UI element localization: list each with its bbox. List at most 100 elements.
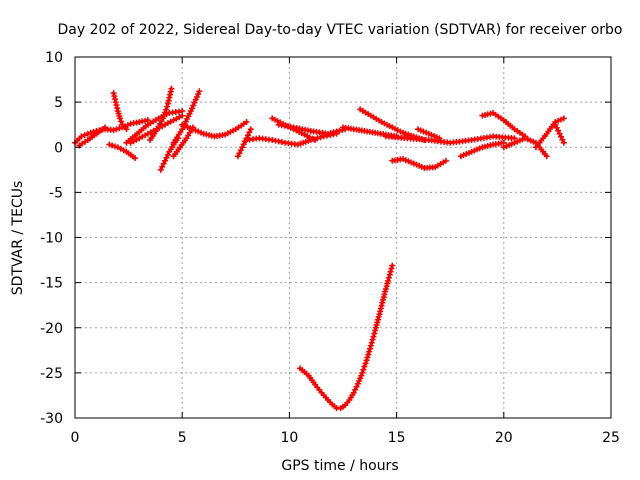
series-t24 bbox=[532, 115, 567, 151]
series-t21 bbox=[457, 139, 507, 160]
data-point bbox=[552, 121, 559, 128]
data-point bbox=[84, 130, 91, 137]
data-point bbox=[81, 132, 88, 139]
series-t15 bbox=[269, 115, 319, 144]
axis-ticks: 0 5 10 15 20 25 -30 -25 -20 -15 -10 -5 0 5 10 bbox=[40, 50, 620, 446]
y-tick-label: -15 bbox=[40, 276, 63, 292]
data-point bbox=[163, 106, 170, 113]
data-point bbox=[336, 127, 343, 134]
series-t26 bbox=[297, 262, 396, 412]
data-point bbox=[367, 342, 374, 349]
data-point bbox=[236, 150, 243, 157]
series-t4 bbox=[106, 141, 139, 162]
x-tick-label: 5 bbox=[178, 430, 187, 446]
data-point bbox=[385, 277, 392, 284]
data-point bbox=[162, 157, 169, 164]
data-point bbox=[117, 115, 124, 122]
x-tick-label: 20 bbox=[495, 430, 513, 446]
y-axis-label: SDTVAR / TECUs bbox=[10, 181, 26, 296]
data-point bbox=[112, 143, 119, 150]
data-point bbox=[368, 339, 375, 346]
data-point bbox=[157, 166, 164, 173]
data-point bbox=[367, 345, 374, 352]
chart-title: Day 202 of 2022, Sidereal Day-to-day VTE… bbox=[58, 22, 623, 38]
data-point bbox=[159, 163, 166, 170]
data-point bbox=[543, 153, 550, 160]
data-point bbox=[353, 383, 360, 390]
series-t25 bbox=[552, 121, 567, 146]
data-series bbox=[72, 85, 567, 412]
y-tick-label: -20 bbox=[40, 321, 63, 337]
data-point bbox=[363, 357, 370, 364]
data-point bbox=[191, 99, 198, 106]
series-t18 bbox=[382, 133, 518, 146]
data-point bbox=[168, 85, 175, 92]
data-point bbox=[359, 369, 366, 376]
data-point bbox=[109, 142, 116, 149]
data-point bbox=[557, 133, 564, 140]
data-point bbox=[555, 127, 562, 134]
data-point bbox=[243, 118, 250, 125]
x-tick-label: 15 bbox=[388, 430, 406, 446]
data-point bbox=[369, 336, 376, 343]
series-t7 bbox=[127, 112, 186, 146]
data-point bbox=[360, 366, 367, 373]
data-point bbox=[333, 128, 340, 135]
data-point bbox=[179, 112, 186, 119]
series-t2 bbox=[76, 124, 109, 149]
data-point bbox=[239, 144, 246, 151]
data-point bbox=[366, 348, 373, 355]
series-t23 bbox=[500, 135, 550, 160]
data-point bbox=[247, 126, 254, 133]
data-point bbox=[237, 147, 244, 154]
data-point bbox=[370, 333, 377, 340]
data-point bbox=[324, 130, 331, 137]
data-point bbox=[195, 91, 202, 98]
data-point bbox=[87, 129, 94, 136]
y-tick-label: -25 bbox=[40, 366, 63, 382]
data-point bbox=[559, 136, 566, 143]
data-point bbox=[164, 151, 171, 158]
data-point bbox=[193, 93, 200, 100]
data-point bbox=[113, 126, 120, 133]
series-t20 bbox=[415, 126, 443, 142]
data-point bbox=[118, 118, 125, 125]
data-point bbox=[102, 124, 109, 131]
data-point bbox=[78, 133, 85, 140]
data-point bbox=[123, 126, 130, 133]
data-point bbox=[553, 124, 560, 131]
data-point bbox=[556, 130, 563, 137]
data-point bbox=[190, 102, 197, 109]
series-line bbox=[298, 263, 394, 410]
x-tick-label: 25 bbox=[602, 430, 620, 446]
data-point bbox=[159, 115, 166, 122]
series-t10 bbox=[170, 124, 196, 160]
data-point bbox=[362, 360, 369, 367]
series-t22 bbox=[479, 109, 529, 140]
data-point bbox=[246, 129, 253, 136]
series-t3 bbox=[110, 90, 130, 133]
data-point bbox=[387, 268, 394, 275]
data-point bbox=[327, 129, 334, 136]
y-tick-label: 0 bbox=[54, 140, 63, 156]
data-point bbox=[442, 157, 449, 164]
y-tick-label: -5 bbox=[49, 185, 63, 201]
data-point bbox=[234, 153, 241, 160]
data-point bbox=[132, 155, 139, 162]
data-point bbox=[317, 134, 324, 141]
data-point bbox=[330, 129, 337, 136]
data-point bbox=[389, 262, 396, 269]
data-point bbox=[163, 154, 170, 161]
series-t19 bbox=[389, 155, 449, 172]
data-point bbox=[244, 132, 251, 139]
data-point bbox=[436, 135, 443, 142]
data-point bbox=[364, 354, 371, 361]
data-point bbox=[160, 160, 167, 167]
gridlines bbox=[75, 57, 611, 418]
data-point bbox=[352, 386, 359, 393]
data-point bbox=[312, 137, 319, 144]
data-point bbox=[116, 125, 123, 132]
data-point bbox=[388, 265, 395, 272]
data-point bbox=[189, 105, 196, 112]
